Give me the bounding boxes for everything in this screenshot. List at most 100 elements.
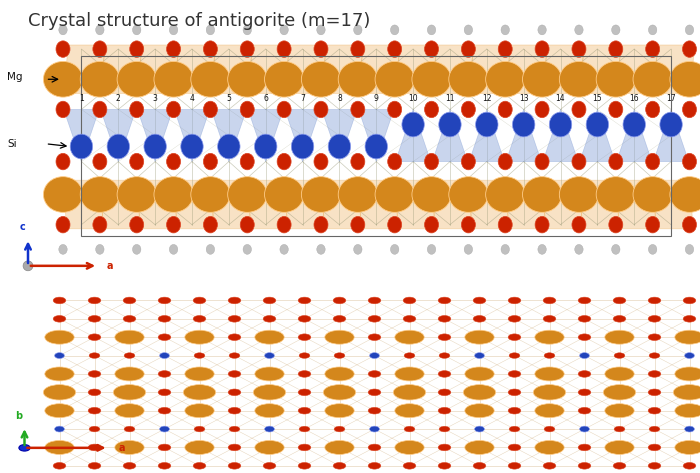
Ellipse shape <box>185 440 214 455</box>
Ellipse shape <box>277 217 291 233</box>
Polygon shape <box>616 180 657 229</box>
Ellipse shape <box>314 101 328 118</box>
Ellipse shape <box>314 41 328 57</box>
Ellipse shape <box>325 404 354 418</box>
Ellipse shape <box>645 217 659 233</box>
Text: a: a <box>119 443 125 453</box>
Ellipse shape <box>59 25 67 35</box>
Text: Crystal structure of antigorite (m=17): Crystal structure of antigorite (m=17) <box>28 12 370 30</box>
Ellipse shape <box>498 217 512 233</box>
Ellipse shape <box>368 315 381 322</box>
Ellipse shape <box>277 41 291 57</box>
Ellipse shape <box>404 426 415 432</box>
Ellipse shape <box>461 101 475 118</box>
Text: a: a <box>106 261 113 271</box>
Ellipse shape <box>683 315 696 322</box>
Ellipse shape <box>438 334 451 341</box>
Polygon shape <box>505 180 546 229</box>
Ellipse shape <box>508 334 521 341</box>
Ellipse shape <box>649 353 660 359</box>
Polygon shape <box>579 45 622 94</box>
Ellipse shape <box>255 440 284 455</box>
Polygon shape <box>616 45 658 94</box>
Ellipse shape <box>473 315 486 322</box>
Polygon shape <box>100 180 141 229</box>
Ellipse shape <box>183 385 216 400</box>
Ellipse shape <box>438 315 451 322</box>
Ellipse shape <box>412 176 451 212</box>
Ellipse shape <box>89 353 100 359</box>
Ellipse shape <box>298 334 311 341</box>
Ellipse shape <box>486 176 525 212</box>
Ellipse shape <box>167 153 181 170</box>
Ellipse shape <box>575 25 583 35</box>
Ellipse shape <box>683 297 696 304</box>
Ellipse shape <box>107 134 130 159</box>
Ellipse shape <box>333 297 346 304</box>
Ellipse shape <box>265 61 304 97</box>
Ellipse shape <box>298 444 311 451</box>
Ellipse shape <box>508 463 521 469</box>
Text: 5: 5 <box>226 94 231 103</box>
Text: 14: 14 <box>556 94 566 103</box>
Ellipse shape <box>185 404 214 418</box>
Polygon shape <box>580 109 615 162</box>
Ellipse shape <box>158 444 171 451</box>
Ellipse shape <box>533 385 566 400</box>
Ellipse shape <box>228 315 241 322</box>
Ellipse shape <box>535 217 549 233</box>
Ellipse shape <box>578 371 591 377</box>
Ellipse shape <box>439 353 450 359</box>
Ellipse shape <box>158 315 171 322</box>
Ellipse shape <box>368 463 381 469</box>
Ellipse shape <box>438 371 451 377</box>
Text: Mg: Mg <box>7 71 22 81</box>
Ellipse shape <box>56 101 70 118</box>
Ellipse shape <box>370 426 379 432</box>
Ellipse shape <box>402 112 424 137</box>
Ellipse shape <box>465 330 494 344</box>
Ellipse shape <box>543 463 556 469</box>
Polygon shape <box>468 45 511 94</box>
Ellipse shape <box>501 245 510 254</box>
Ellipse shape <box>464 25 473 35</box>
Polygon shape <box>101 109 136 162</box>
Ellipse shape <box>609 153 623 170</box>
Ellipse shape <box>338 61 377 97</box>
Ellipse shape <box>314 153 328 170</box>
Ellipse shape <box>648 315 661 322</box>
Polygon shape <box>617 109 652 162</box>
Ellipse shape <box>370 353 379 359</box>
Polygon shape <box>247 45 290 94</box>
Ellipse shape <box>354 245 362 254</box>
Ellipse shape <box>243 25 251 35</box>
Polygon shape <box>248 109 284 162</box>
Ellipse shape <box>535 101 549 118</box>
Ellipse shape <box>572 41 586 57</box>
Polygon shape <box>579 180 620 229</box>
Ellipse shape <box>559 176 598 212</box>
Ellipse shape <box>673 385 700 400</box>
Polygon shape <box>505 45 547 94</box>
Ellipse shape <box>45 404 74 418</box>
Ellipse shape <box>403 463 416 469</box>
Ellipse shape <box>368 334 381 341</box>
Ellipse shape <box>623 112 645 137</box>
Ellipse shape <box>675 330 700 344</box>
Ellipse shape <box>368 371 381 377</box>
Ellipse shape <box>93 153 107 170</box>
Bar <box>81 56 671 236</box>
Ellipse shape <box>115 404 144 418</box>
Ellipse shape <box>648 444 661 451</box>
Ellipse shape <box>334 353 345 359</box>
Ellipse shape <box>648 297 661 304</box>
Text: 15: 15 <box>593 94 602 103</box>
Ellipse shape <box>96 25 104 35</box>
Ellipse shape <box>53 463 66 469</box>
Ellipse shape <box>412 61 451 97</box>
Ellipse shape <box>682 217 696 233</box>
Text: 1: 1 <box>79 94 84 103</box>
Ellipse shape <box>543 315 556 322</box>
Ellipse shape <box>158 407 171 414</box>
Ellipse shape <box>578 315 591 322</box>
